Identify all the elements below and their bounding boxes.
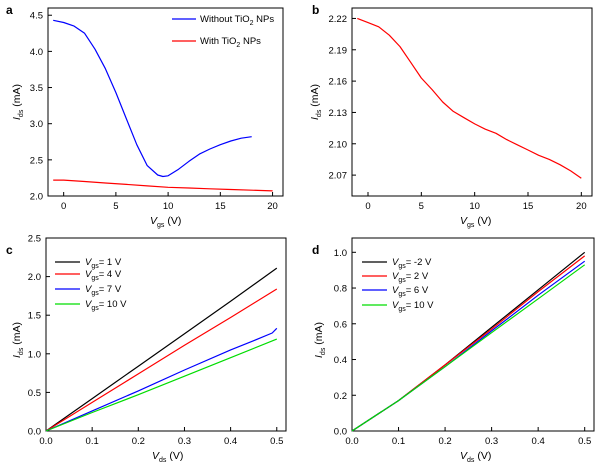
y-axis-label-c: Ids (mA) xyxy=(11,322,25,358)
legend-d: Vgs= -2 V Vgs= 2 V Vgs= 6 V Vgs= 10 V xyxy=(362,257,434,313)
series-line-c-1 xyxy=(45,267,278,432)
x-tick-label: 0.3 xyxy=(178,436,191,447)
series-line-c-3 xyxy=(45,327,278,432)
x-tick-label: 0.5 xyxy=(270,436,283,447)
y-tick-label: 0.5 xyxy=(28,388,41,399)
y-tick-label: 2.0 xyxy=(28,272,41,283)
x-tick-label: 0.2 xyxy=(132,436,145,447)
legend-label-d-4: Vgs= 10 V xyxy=(392,300,434,313)
legend-label-c-3: Vgs= 7 V xyxy=(85,284,122,297)
x-tick-label: 0.4 xyxy=(532,436,545,447)
y-axis-label-d: Ids (mA) xyxy=(313,322,327,358)
x-axis-label-c: Vds (V) xyxy=(152,450,183,464)
ticks-a: 0 5 10 15 20 2.0 2.5 3.0 3.5 4.0 4.5 xyxy=(30,11,278,212)
y-tick-label: 2.19 xyxy=(329,45,348,56)
y-tick-label: 2.0 xyxy=(30,192,43,203)
panel-b: b 0 5 10 15 20 2.07 2.10 2.13 2.16 2.19 2.22 Vgs (… xyxy=(309,3,593,229)
x-tick-label: 10 xyxy=(163,201,174,212)
y-tick-label: 2.13 xyxy=(329,108,348,119)
panel-letter-d: d xyxy=(312,243,319,257)
x-axis-label-b: Vgs (V) xyxy=(460,215,491,229)
legend-label-d-1: Vgs= -2 V xyxy=(392,257,432,270)
legend-label-with: With TiO2 NPs xyxy=(200,36,261,49)
x-tick-label: 5 xyxy=(113,201,118,212)
ticks-c: 0.0 0.1 0.2 0.3 0.4 0.5 0.0 0.5 1.0 1.5 2.0 2.5 xyxy=(28,234,284,448)
y-tick-label: 3.0 xyxy=(30,119,43,130)
y-tick-label: 2.07 xyxy=(329,171,348,182)
series-line-a-2 xyxy=(53,179,273,192)
y-tick-label: 1.0 xyxy=(334,248,347,259)
y-tick-label: 0.4 xyxy=(334,355,347,366)
panel-letter-a: a xyxy=(6,3,13,17)
x-tick-label: 0.3 xyxy=(485,436,498,447)
panel-letter-b: b xyxy=(312,3,319,17)
legend-c: Vgs= 1 V Vgs= 4 V Vgs= 7 V Vgs= 10 V xyxy=(55,257,127,312)
x-tick-label: 10 xyxy=(469,201,480,212)
series-line-c-2 xyxy=(45,288,278,432)
panel-a: a 0 5 10 15 20 2.0 2.5 3.0 3.5 4.0 4.5 Without TiO… xyxy=(6,3,284,229)
series-lines-c xyxy=(45,267,278,432)
y-axis-label-a: Ids (mA) xyxy=(11,84,25,120)
y-tick-label: 1.0 xyxy=(28,349,41,360)
panel-d: d 0.0 0.1 0.2 0.3 0.4 0.5 0.0 0.2 0.4 0.6 0.8 1.0 V… xyxy=(312,237,595,464)
x-tick-label: 0.4 xyxy=(224,436,237,447)
plot-frame-c xyxy=(45,237,287,432)
x-tick-label: 0 xyxy=(61,201,66,212)
y-tick-label: 2.22 xyxy=(329,14,348,25)
x-tick-label: 20 xyxy=(267,201,278,212)
y-tick-label: 4.0 xyxy=(30,47,43,58)
legend-label-without: Without TiO2 NPs xyxy=(200,14,274,27)
x-axis-label-d: Vds (V) xyxy=(460,450,491,464)
series-line-c-4 xyxy=(45,338,278,432)
x-tick-label: 0 xyxy=(365,201,370,212)
y-tick-label: 0.0 xyxy=(28,427,41,438)
series-lines-a xyxy=(53,19,273,192)
x-tick-label: 0.5 xyxy=(578,436,591,447)
ticks-b: 0 5 10 15 20 2.07 2.10 2.13 2.16 2.19 2.22 xyxy=(329,14,587,212)
ticks-d: 0.0 0.1 0.2 0.3 0.4 0.5 0.0 0.2 0.4 0.6 0.8 1.0 xyxy=(334,248,592,447)
series-lines-b xyxy=(357,17,582,179)
y-tick-label: 2.5 xyxy=(28,234,41,245)
y-tick-label: 2.5 xyxy=(30,155,43,166)
legend-label-d-3: Vgs= 6 V xyxy=(392,285,429,298)
x-tick-label: 5 xyxy=(419,201,424,212)
x-tick-label: 0.1 xyxy=(86,436,99,447)
series-line-a-1 xyxy=(53,19,252,178)
x-tick-label: 0.0 xyxy=(345,436,358,447)
series-lines-d xyxy=(351,251,586,432)
x-tick-label: 15 xyxy=(523,201,534,212)
panel-letter-c: c xyxy=(6,243,13,257)
y-tick-label: 2.10 xyxy=(329,139,348,150)
x-tick-label: 0.0 xyxy=(39,436,52,447)
x-tick-label: 15 xyxy=(215,201,226,212)
y-tick-label: 0.8 xyxy=(334,284,347,295)
y-tick-label: 4.5 xyxy=(30,11,43,22)
y-tick-label: 0.2 xyxy=(334,391,347,402)
series-line-b-1 xyxy=(357,17,582,179)
x-tick-label: 0.1 xyxy=(392,436,405,447)
y-tick-label: 3.5 xyxy=(30,83,43,94)
legend-label-c-2: Vgs= 4 V xyxy=(85,269,122,282)
panel-c: c 0.0 0.1 0.2 0.3 0.4 0.5 0.0 0.5 1.0 1.5 2.0 2.5 V… xyxy=(6,234,287,464)
plot-frame-a xyxy=(47,7,284,197)
legend-label-c-4: Vgs= 10 V xyxy=(85,299,127,312)
legend-label-d-2: Vgs= 2 V xyxy=(392,271,429,284)
plot-frame-d xyxy=(351,237,595,432)
x-tick-label: 20 xyxy=(576,201,587,212)
y-tick-label: 0.6 xyxy=(334,319,347,330)
plot-frame-b xyxy=(351,7,593,197)
y-tick-label: 2.16 xyxy=(329,77,348,88)
series-line-d-1 xyxy=(351,251,586,432)
series-line-d-4 xyxy=(351,264,586,432)
y-axis-label-b: Ids (mA) xyxy=(309,84,323,120)
x-tick-label: 0.2 xyxy=(438,436,451,447)
y-tick-label: 1.5 xyxy=(28,311,41,322)
x-axis-label-a: Vgs (V) xyxy=(150,215,181,229)
y-tick-label: 0.0 xyxy=(334,427,347,438)
series-line-d-2 xyxy=(351,255,586,432)
legend-label-c-1: Vgs= 1 V xyxy=(85,257,122,270)
